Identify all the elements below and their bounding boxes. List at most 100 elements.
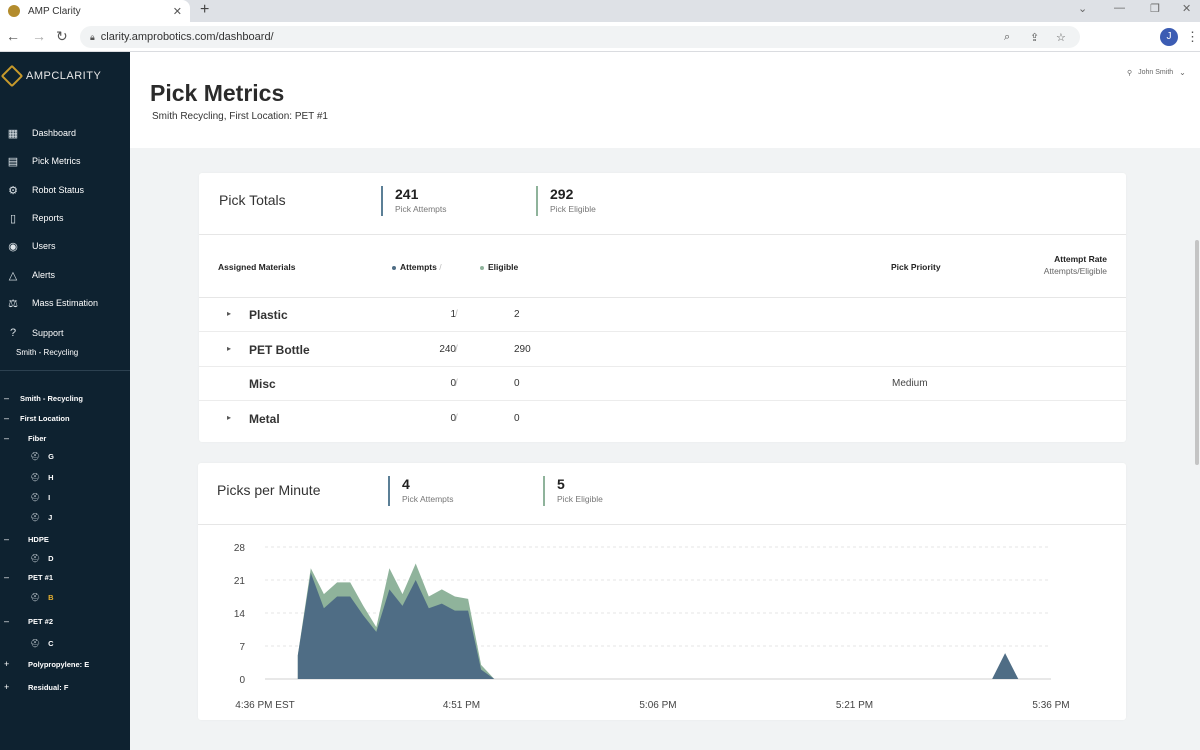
x-tick-label: 5:06 PM [639,700,676,711]
amp-clarity-logo[interactable]: AMPCLARITY [0,64,101,88]
zoom-icon[interactable]: ⌕ [1004,31,1011,43]
value-separator: / [455,344,458,355]
close-window-icon[interactable]: ✕ [1182,3,1192,15]
alert-icon: △ [8,269,18,282]
tree-item-location[interactable]: – First Location [4,411,70,425]
tree-item-residual[interactable]: + Residual: F [4,680,68,694]
tree-item-hdpe[interactable]: – HDPE [4,532,49,546]
back-icon[interactable]: ← [6,28,20,44]
sidebar-item-mass-estimation[interactable]: ⚖ Mass Estimation [6,294,98,312]
collapse-icon[interactable]: – [4,413,10,423]
collapse-icon[interactable]: – [4,534,10,544]
attempts-value: 0 [450,378,456,389]
scrollbar-thumb[interactable] [1195,240,1199,465]
sidebar-item-dashboard[interactable]: ▦ Dashboard [6,124,76,142]
browser-tab[interactable]: AMP Clarity ✕ [0,0,190,22]
robot-icon: ⛑ [30,451,41,461]
sidebar-item-users[interactable]: ◉ Users [6,237,55,255]
browser-menu-icon[interactable]: ⋮ [1186,29,1199,44]
robot-item-j[interactable]: ⛑ J [30,510,52,524]
pick-attempts-label: Pick Attempts [395,204,447,214]
sidebar-item-robot-status[interactable]: ⚙ Robot Status [6,181,84,199]
robot-item-g[interactable]: ⛑ G [30,449,54,463]
forward-icon[interactable]: → [32,28,46,44]
robot-item-i[interactable]: ⛑ I [30,490,50,504]
table-row[interactable]: ▸ PET Bottle 240 / 290 [199,333,1126,367]
robot-label: D [48,553,54,563]
sidebar-item-support[interactable]: ? Support [6,324,64,342]
sidebar-item-label: Dashboard [32,128,77,138]
robot-item-b[interactable]: ⛑ B [30,590,54,604]
robot-icon: ⛑ [30,638,41,648]
robot-item-h[interactable]: ⛑ H [30,470,54,484]
page-header: Pick Metrics Smith Recycling, First Loca… [130,52,1200,148]
close-tab-icon[interactable]: ✕ [172,5,182,18]
picks-per-minute-title: Picks per Minute [217,482,321,498]
expand-caret-icon[interactable]: ▸ [227,309,232,318]
table-row[interactable]: ▸ Plastic 1 / 2 [199,298,1126,332]
collapse-icon[interactable]: – [4,433,10,443]
robot-label: H [48,472,54,482]
x-tick-label: 4:36 PM EST [235,700,294,711]
collapse-icon[interactable]: – [4,393,10,403]
col-pick-priority: Pick Priority [891,262,941,272]
reload-icon[interactable]: ↻ [56,28,68,44]
table-row[interactable]: ▸ Metal 0 / 0 [199,402,1126,436]
browser-toolbar: ← → ↻ 🔒︎ clarity.amprobotics.com/dashboa… [0,22,1200,52]
material-name: Metal [249,412,280,426]
sidebar-item-reports[interactable]: ▯ Reports [6,209,64,227]
address-bar[interactable]: 🔒︎ clarity.amprobotics.com/dashboard/ [80,26,1080,48]
sidebar-item-label: Support [32,328,64,338]
tree-item-polypropylene[interactable]: + Polypropylene: E [4,657,89,671]
share-icon[interactable]: ⇪ [1030,32,1040,44]
robot-item-c[interactable]: ⛑ C [30,636,54,650]
col-attempt-rate-label: Attempt Rate [1054,254,1107,264]
expand-caret-icon[interactable]: ▸ [227,344,232,353]
col-attempt-rate-sub: Attempts/Eligible [1043,266,1107,276]
profile-avatar[interactable]: J [1160,28,1178,46]
help-icon: ? [9,327,17,339]
sidebar-item-pick-metrics[interactable]: ▤ Pick Metrics [6,152,81,170]
tree-label: HDPE [28,534,49,544]
ppm-attempts-value: 4 [402,476,410,492]
sidebar-item-label: Reports [32,213,64,223]
user-icon: ⚲ [1127,69,1133,77]
eligible-value: 290 [514,344,531,355]
attempts-series-area [297,572,1019,679]
robot-label: C [48,638,54,648]
new-tab-button[interactable]: + [200,1,210,18]
col-eligible[interactable]: Eligible [480,262,518,272]
column-separator: / [439,262,442,272]
sidebar-item-alerts[interactable]: △ Alerts [6,266,55,284]
tree-item-pet2[interactable]: – PET #2 [4,614,53,628]
tree-item-org[interactable]: – Smith - Recycling [4,391,83,405]
y-tick-label: 28 [234,543,246,554]
col-attempts[interactable]: Attempts / [392,262,442,272]
picks-per-minute-chart[interactable]: 0 7 14 21 28 4:36 PM EST 4:51 PM 5:06 PM 5:21 PM… [198,463,1126,720]
pick-attempts-value: 241 [395,186,419,202]
eligible-value: 0 [514,378,520,389]
tree-label: Fiber [28,433,47,443]
expand-icon[interactable]: + [4,659,10,669]
tab-title: AMP Clarity [28,5,81,17]
page-title: Pick Metrics [150,80,285,106]
robot-label: J [48,512,53,522]
col-eligible-label: Eligible [488,262,519,272]
robot-icon: ⛑ [30,472,41,482]
bookmark-star-icon[interactable]: ☆ [1056,32,1066,44]
user-menu[interactable]: ⚲ John Smith ⌄ [1127,68,1186,77]
robot-item-d[interactable]: ⛑ D [30,551,54,565]
restore-icon[interactable]: ❐ [1150,3,1160,15]
tab-search-chevron-icon[interactable]: ⌄ [1078,3,1088,15]
tree-item-pet1[interactable]: – PET #1 [4,570,53,584]
pick-attempts-metric: 241 Pick Attempts [381,186,447,216]
collapse-icon[interactable]: – [4,572,10,582]
ppm-eligible-metric: 5 Pick Eligible [543,476,603,506]
expand-icon[interactable]: + [4,682,10,692]
expand-caret-icon[interactable]: ▸ [227,413,232,422]
table-row[interactable]: Misc 0 / 0 Medium [199,367,1126,401]
minimize-icon[interactable]: — [1114,2,1125,14]
collapse-icon[interactable]: – [4,616,10,626]
pick-totals-card: Pick Totals 241 Pick Attempts 292 Pick E… [199,173,1126,442]
tree-item-fiber[interactable]: – Fiber [4,431,46,445]
